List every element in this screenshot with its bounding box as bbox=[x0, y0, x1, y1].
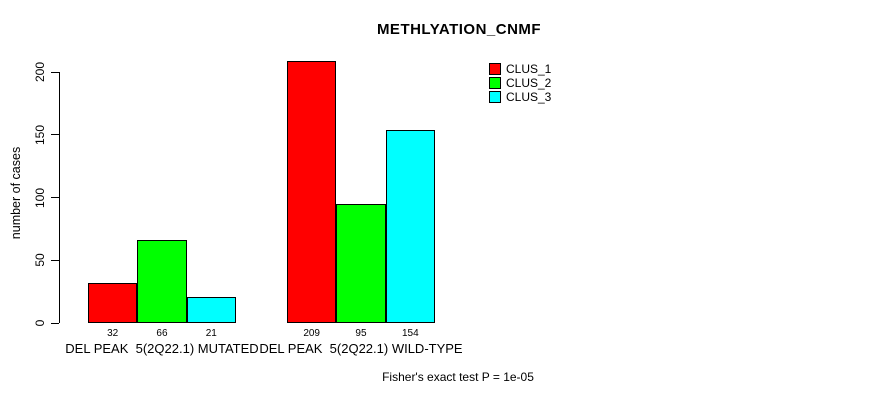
x-group-label: DEL PEAK 5(2Q22.1) WILD-TYPE bbox=[259, 341, 463, 356]
bar-value-label: 32 bbox=[107, 328, 119, 339]
y-axis-tick-label: 100 bbox=[33, 187, 47, 208]
legend-label: CLUS_2 bbox=[506, 76, 552, 90]
bar-value-label: 21 bbox=[205, 328, 217, 339]
stat-caption: Fisher's exact test P = 1e-05 bbox=[382, 370, 534, 384]
legend: CLUS_1 CLUS_2 CLUS_3 bbox=[489, 62, 551, 104]
bar-value-label: 154 bbox=[401, 328, 419, 339]
legend-swatch-icon bbox=[489, 63, 501, 75]
legend-label: CLUS_3 bbox=[506, 90, 552, 104]
legend-item-clus_1: CLUS_1 bbox=[489, 62, 551, 76]
y-axis-tick bbox=[51, 197, 59, 198]
bar-value-label: 209 bbox=[303, 328, 320, 339]
legend-item-clus_2: CLUS_2 bbox=[489, 76, 551, 90]
bar-value-label: 95 bbox=[355, 328, 367, 339]
y-axis-tick bbox=[51, 134, 59, 136]
legend-swatch-icon bbox=[489, 77, 501, 89]
legend-swatch-icon bbox=[489, 91, 501, 103]
bar-clus_3-group1 bbox=[186, 296, 236, 323]
chart-title: METHLYATION_CNMF bbox=[376, 21, 542, 38]
bar-clus_2-group2 bbox=[336, 203, 386, 323]
x-group-label: DEL PEAK 5(2Q22.1) MUTATED bbox=[65, 341, 259, 356]
bar-clus_1-group1 bbox=[88, 282, 138, 323]
legend-item-clus_3: CLUS_3 bbox=[489, 90, 551, 104]
bar-clus_1-group2 bbox=[287, 60, 337, 323]
y-axis-line bbox=[59, 72, 60, 323]
y-axis-tick-label: 50 bbox=[33, 253, 47, 267]
y-axis-tick-label: 200 bbox=[33, 61, 47, 83]
y-axis-tick bbox=[51, 322, 59, 324]
y-axis-tick bbox=[51, 259, 59, 261]
y-axis-tick-label: 0 bbox=[33, 319, 47, 327]
y-axis-tick bbox=[51, 71, 59, 73]
y-axis-tick-label: 150 bbox=[33, 124, 47, 145]
bar-clus_3-group2 bbox=[385, 129, 435, 323]
bar-clus_2-group1 bbox=[137, 240, 187, 323]
legend-label: CLUS_1 bbox=[506, 62, 552, 76]
bar-value-label: 66 bbox=[156, 328, 168, 339]
